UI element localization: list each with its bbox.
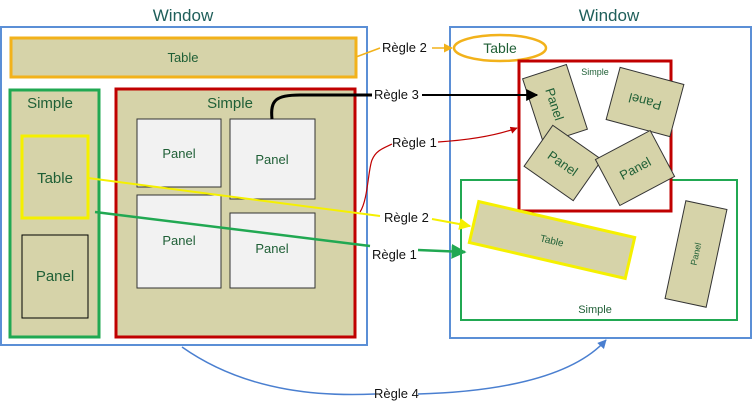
left-table-bar-label: Table xyxy=(167,50,198,65)
left-panel-3 xyxy=(136,194,222,289)
rule1-top-label: Règle 1 xyxy=(392,135,437,150)
rule2-top-label: Règle 2 xyxy=(382,40,427,55)
left-panel-4-label: Panel xyxy=(255,241,288,256)
rule4-arrow xyxy=(181,346,376,396)
rule1-top-arrow-head xyxy=(437,126,518,143)
left-panel-1 xyxy=(136,118,222,188)
rule2-mid-arrow xyxy=(87,177,381,217)
left-window-title: Window xyxy=(153,6,214,25)
left-panel-1-label: Panel xyxy=(162,146,195,161)
right-panel-2: Panel xyxy=(605,66,685,138)
rule4-arrow-head xyxy=(417,339,607,395)
left-table-bar xyxy=(9,36,358,79)
left-simple-panel-label: Panel xyxy=(36,268,74,285)
right-window-title: Window xyxy=(579,6,640,25)
right-simple-green-title: Simple xyxy=(578,304,612,316)
left-simple-panel xyxy=(21,234,89,319)
right-panel-vertical: Panel xyxy=(664,200,728,308)
left-simple-red-title: Simple xyxy=(207,95,253,112)
right-table-rotated: Table xyxy=(467,199,637,281)
rule3-arrow xyxy=(270,93,372,120)
left-simple-table-label: Table xyxy=(37,170,73,187)
left-panel-2 xyxy=(229,118,316,200)
rule4-label: Règle 4 xyxy=(374,386,419,401)
right-window: Window Table Simple Simple Panel Panel P… xyxy=(449,6,752,339)
left-simple-green-title: Simple xyxy=(27,95,73,112)
rule1-mid-arrow-head xyxy=(417,243,467,259)
left-window: Window Table Simple Table Panel Simple P… xyxy=(0,6,368,346)
right-simple-red-title: Simple xyxy=(581,67,609,77)
left-panel-3-label: Panel xyxy=(162,233,195,248)
right-table-ellipse-label: Table xyxy=(483,40,517,56)
rule2-mid-label: Règle 2 xyxy=(384,210,429,225)
rule1-mid-label: Règle 1 xyxy=(372,247,417,262)
left-panel-2-label: Panel xyxy=(255,152,288,167)
right-panel-1: Panel xyxy=(521,63,589,145)
rule1-top-arrow xyxy=(359,143,393,213)
right-panel-4: Panel xyxy=(594,129,676,207)
left-simple-table xyxy=(20,134,90,220)
rule1-mid-arrow xyxy=(94,210,371,248)
rule2-mid-arrow-head xyxy=(431,218,472,230)
right-table-ellipse xyxy=(452,33,548,63)
right-table-rotated-label: Table xyxy=(539,233,565,249)
rule3-label: Règle 3 xyxy=(374,87,419,102)
left-panel-4 xyxy=(229,212,316,289)
rule2-top-arrow xyxy=(355,47,381,58)
right-panel-3: Panel xyxy=(523,124,603,202)
right-panel-vertical-label: Panel xyxy=(689,242,704,267)
